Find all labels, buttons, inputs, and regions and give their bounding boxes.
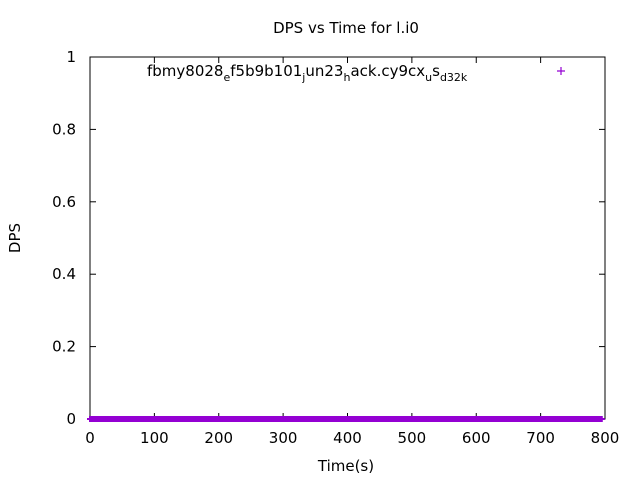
x-tick-label: 800 [591,429,620,447]
x-tick-label: 400 [333,429,362,447]
legend-subscript: u [425,71,432,84]
y-axis-label: DPS [6,223,24,253]
legend-subscript: h [343,71,350,84]
legend-subscript: e [223,71,230,84]
legend-text-segment: un23 [305,62,343,80]
y-tick-label: 0.6 [52,193,76,211]
y-tick-label: 0.2 [52,338,76,356]
x-tick-label: 500 [398,429,427,447]
y-axis-ticks: 0 0.2 0.4 0.6 0.8 1 [52,48,605,428]
x-tick-label: 100 [140,429,169,447]
x-tick-label: 200 [204,429,233,447]
legend-marker-icon [557,67,565,75]
x-axis-label: Time(s) [317,457,374,475]
legend-subscript: j [301,71,305,84]
legend-text-segment: s [432,62,440,80]
x-tick-label: 0 [85,429,95,447]
y-tick-label: 0.8 [52,120,76,138]
legend-plus-icon [557,67,565,75]
y-tick-label: 0 [66,410,76,428]
legend-subscript: d32k [440,71,468,84]
series-points [87,416,605,422]
x-tick-label: 700 [526,429,555,447]
plot-frame [89,56,606,420]
legend: fbmy8028ef5b9b101jun23hack.cy9cxusd32k [147,62,565,84]
x-tick-label: 600 [462,429,491,447]
legend-text-segment: fbmy8028 [147,62,223,80]
data-point [598,416,605,422]
y-tick-label: 0.4 [52,265,76,283]
legend-series-label: fbmy8028ef5b9b101jun23hack.cy9cxusd32k [147,62,468,84]
x-axis-ticks: 0 100 200 300 400 500 600 700 800 [85,57,619,447]
legend-text-segment: ack.cy9cx [350,62,425,80]
y-tick-label: 1 [66,48,76,66]
x-tick-label: 300 [269,429,298,447]
legend-text-segment: f5b9b101 [230,62,302,80]
plot-border [89,56,606,420]
chart-title: DPS vs Time for l.i0 [273,19,419,37]
